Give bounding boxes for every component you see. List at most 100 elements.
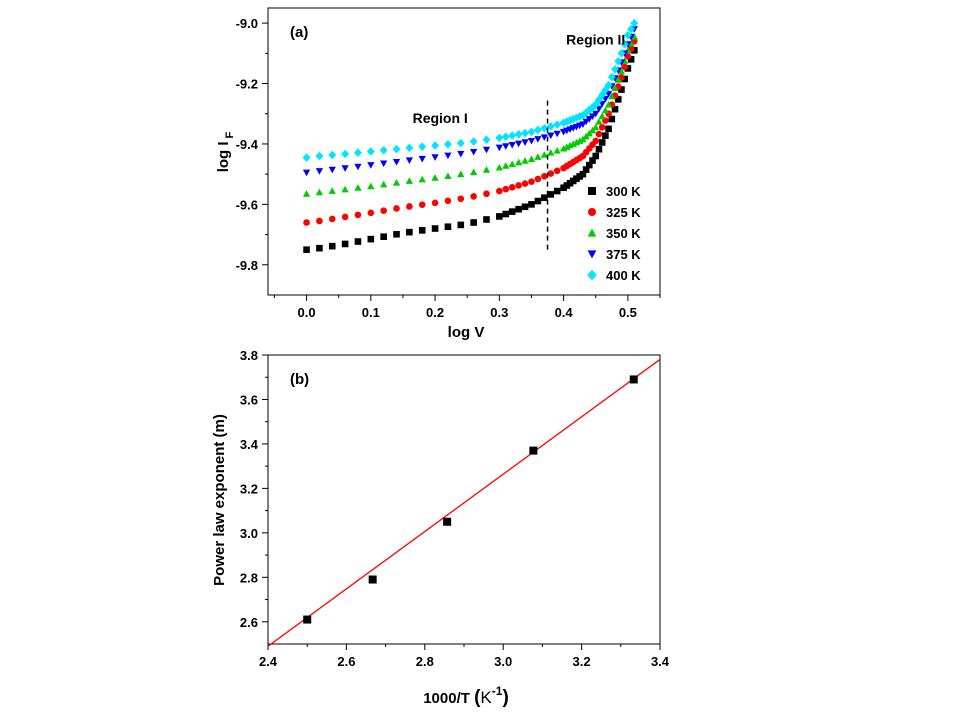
data-point — [614, 56, 623, 66]
data-point — [303, 246, 310, 253]
x-label-paren-open: ( — [474, 687, 481, 708]
data-point — [508, 141, 516, 149]
data-point — [354, 211, 362, 219]
data-point — [598, 100, 606, 108]
data-point — [541, 172, 548, 180]
data-point — [595, 130, 603, 138]
legend-marker — [587, 269, 597, 281]
data-point — [367, 235, 375, 243]
data-point — [341, 213, 349, 221]
panel-b: 2.4 2.6 2.8 3.0 3.2 3.42.62.83.03.23.43.63.8 … — [211, 348, 670, 708]
data-point — [495, 163, 503, 171]
data-point — [540, 151, 548, 158]
panel-a-frame — [267, 7, 661, 296]
data-point — [547, 170, 555, 177]
series-300-k — [303, 46, 638, 253]
x-tick-label: 0.1 — [362, 305, 380, 320]
data-point — [589, 157, 596, 164]
data-point — [598, 124, 606, 131]
data-point — [614, 96, 622, 103]
y-tick-label: 3.8 — [240, 348, 258, 363]
data-point — [341, 165, 349, 172]
data-point — [444, 197, 452, 205]
data-point — [592, 110, 600, 118]
data-point — [630, 46, 638, 54]
data-point — [457, 150, 465, 158]
data-point — [302, 153, 311, 162]
data-point — [406, 203, 413, 210]
x-tick-label: 2.6 — [337, 654, 355, 669]
legend-label: 300 K — [606, 184, 641, 199]
data-point — [501, 132, 510, 141]
data-point — [553, 146, 561, 154]
data-point — [316, 217, 323, 225]
panel-b-frame — [267, 354, 661, 645]
data-point — [592, 137, 600, 145]
data-point — [470, 219, 477, 226]
data-point — [508, 208, 516, 215]
data-point — [431, 199, 439, 207]
series-350-k — [302, 33, 638, 197]
data-point — [620, 39, 629, 49]
data-point — [470, 193, 477, 200]
panel-b-x-axis-label: 1000/T (K-1) — [423, 684, 509, 708]
data-point — [586, 161, 593, 169]
y-tick-label: 2.6 — [240, 615, 258, 630]
y-label-subscript: F — [224, 131, 236, 138]
data-point — [607, 72, 616, 82]
x-tick-label: 2.8 — [416, 654, 434, 669]
data-point — [608, 115, 616, 123]
data-point — [592, 152, 600, 160]
data-point — [534, 175, 542, 183]
data-point — [547, 149, 555, 156]
data-point — [534, 136, 542, 143]
data-point — [585, 116, 593, 123]
data-point — [315, 168, 324, 175]
data-point — [601, 96, 610, 103]
data-point — [605, 125, 612, 133]
data-point — [521, 128, 530, 138]
legend-label: 400 K — [606, 268, 641, 283]
data-point — [315, 151, 324, 161]
data-point — [328, 166, 336, 174]
data-point — [405, 177, 414, 184]
data-point — [595, 118, 603, 125]
data-point — [482, 135, 491, 145]
data-point — [315, 188, 324, 196]
panel-b-y-axis-label: Power law exponent (m) — [211, 414, 228, 586]
data-point — [508, 184, 516, 191]
data-point — [431, 141, 440, 150]
data-point — [611, 105, 619, 113]
data-point — [496, 213, 503, 220]
data-point — [611, 84, 619, 92]
data-point — [354, 148, 362, 157]
y-label-main: log I — [215, 141, 232, 172]
data-point — [595, 145, 603, 153]
y-tick-label: -9.8 — [236, 258, 258, 273]
y-tick-label: 3.0 — [240, 526, 258, 541]
data-point — [547, 132, 555, 140]
data-point — [354, 184, 362, 191]
data-point — [553, 187, 561, 195]
data-point — [444, 152, 452, 160]
series-325-k — [303, 37, 638, 226]
y-tick-label: -9.0 — [236, 16, 258, 31]
data-point — [611, 64, 619, 74]
data-point — [502, 143, 510, 150]
data-point — [302, 169, 311, 177]
data-point — [502, 162, 510, 169]
data-point — [528, 178, 535, 186]
data-point — [527, 155, 536, 163]
x-label-exponent: -1 — [492, 684, 503, 698]
data-point — [601, 106, 610, 114]
data-point — [508, 131, 517, 140]
data-point — [514, 158, 523, 166]
data-point — [617, 67, 626, 75]
data-point — [588, 113, 597, 121]
y-tick-label: -9.6 — [236, 197, 258, 212]
data-point — [502, 210, 510, 218]
panel-a-ticks — [262, 22, 661, 301]
data-point — [341, 240, 349, 248]
data-point — [366, 147, 375, 156]
data-point — [604, 91, 613, 98]
